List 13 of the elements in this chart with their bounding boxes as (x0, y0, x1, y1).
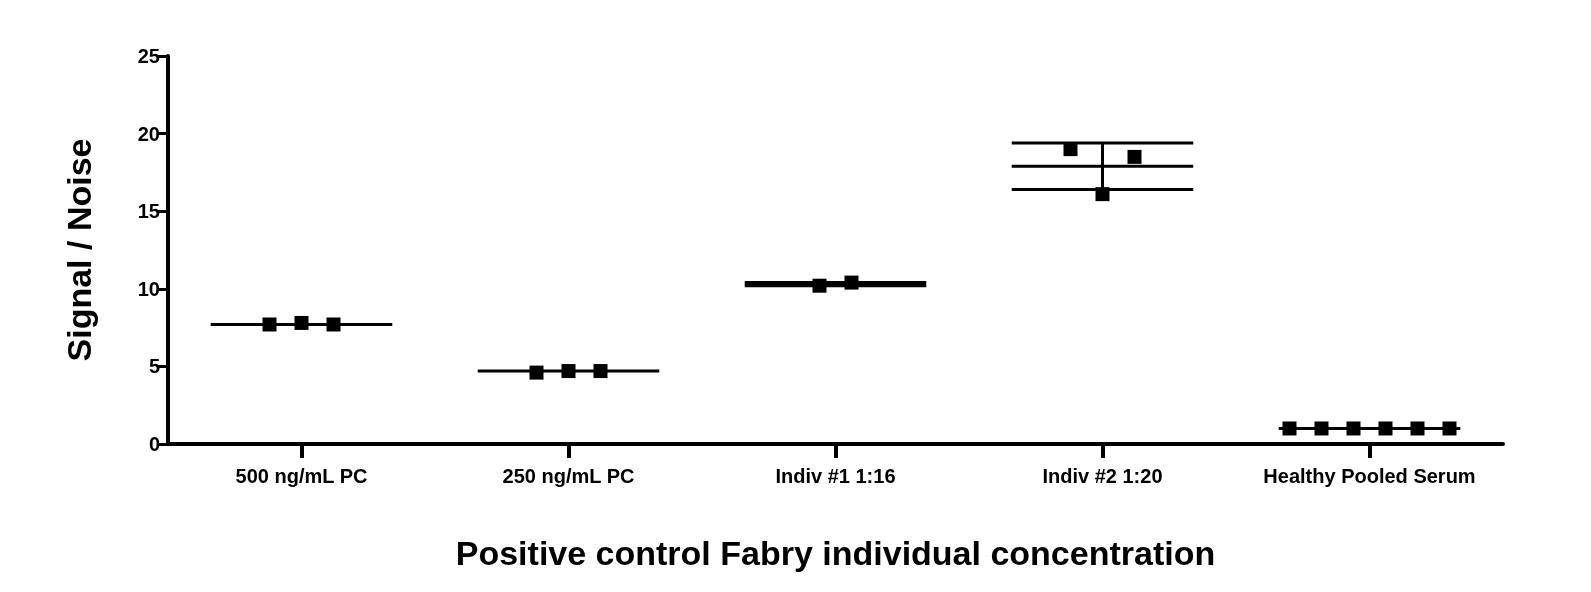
x-tick-label: 500 ng/mL PC (235, 465, 368, 487)
x-tick-label: Healthy Pooled Serum (1263, 465, 1476, 487)
x-tick-label: Indiv #1 1:16 (775, 465, 896, 487)
y-tick-label: 0 (148, 433, 160, 455)
x-axis-title: Positive control Fabry individual concentration (455, 534, 1216, 572)
y-tick-label: 5 (148, 355, 160, 378)
y-tick-label: 20 (137, 122, 160, 145)
y-tick-label: 25 (137, 45, 160, 67)
y-axis-title: Signal / Noise (60, 138, 98, 362)
y-tick-label: 15 (137, 200, 160, 223)
y-tick-label: 10 (137, 277, 160, 300)
x-tick-label: Indiv #2 1:20 (1042, 465, 1163, 487)
x-tick-label: 250 ng/mL PC (502, 465, 635, 487)
